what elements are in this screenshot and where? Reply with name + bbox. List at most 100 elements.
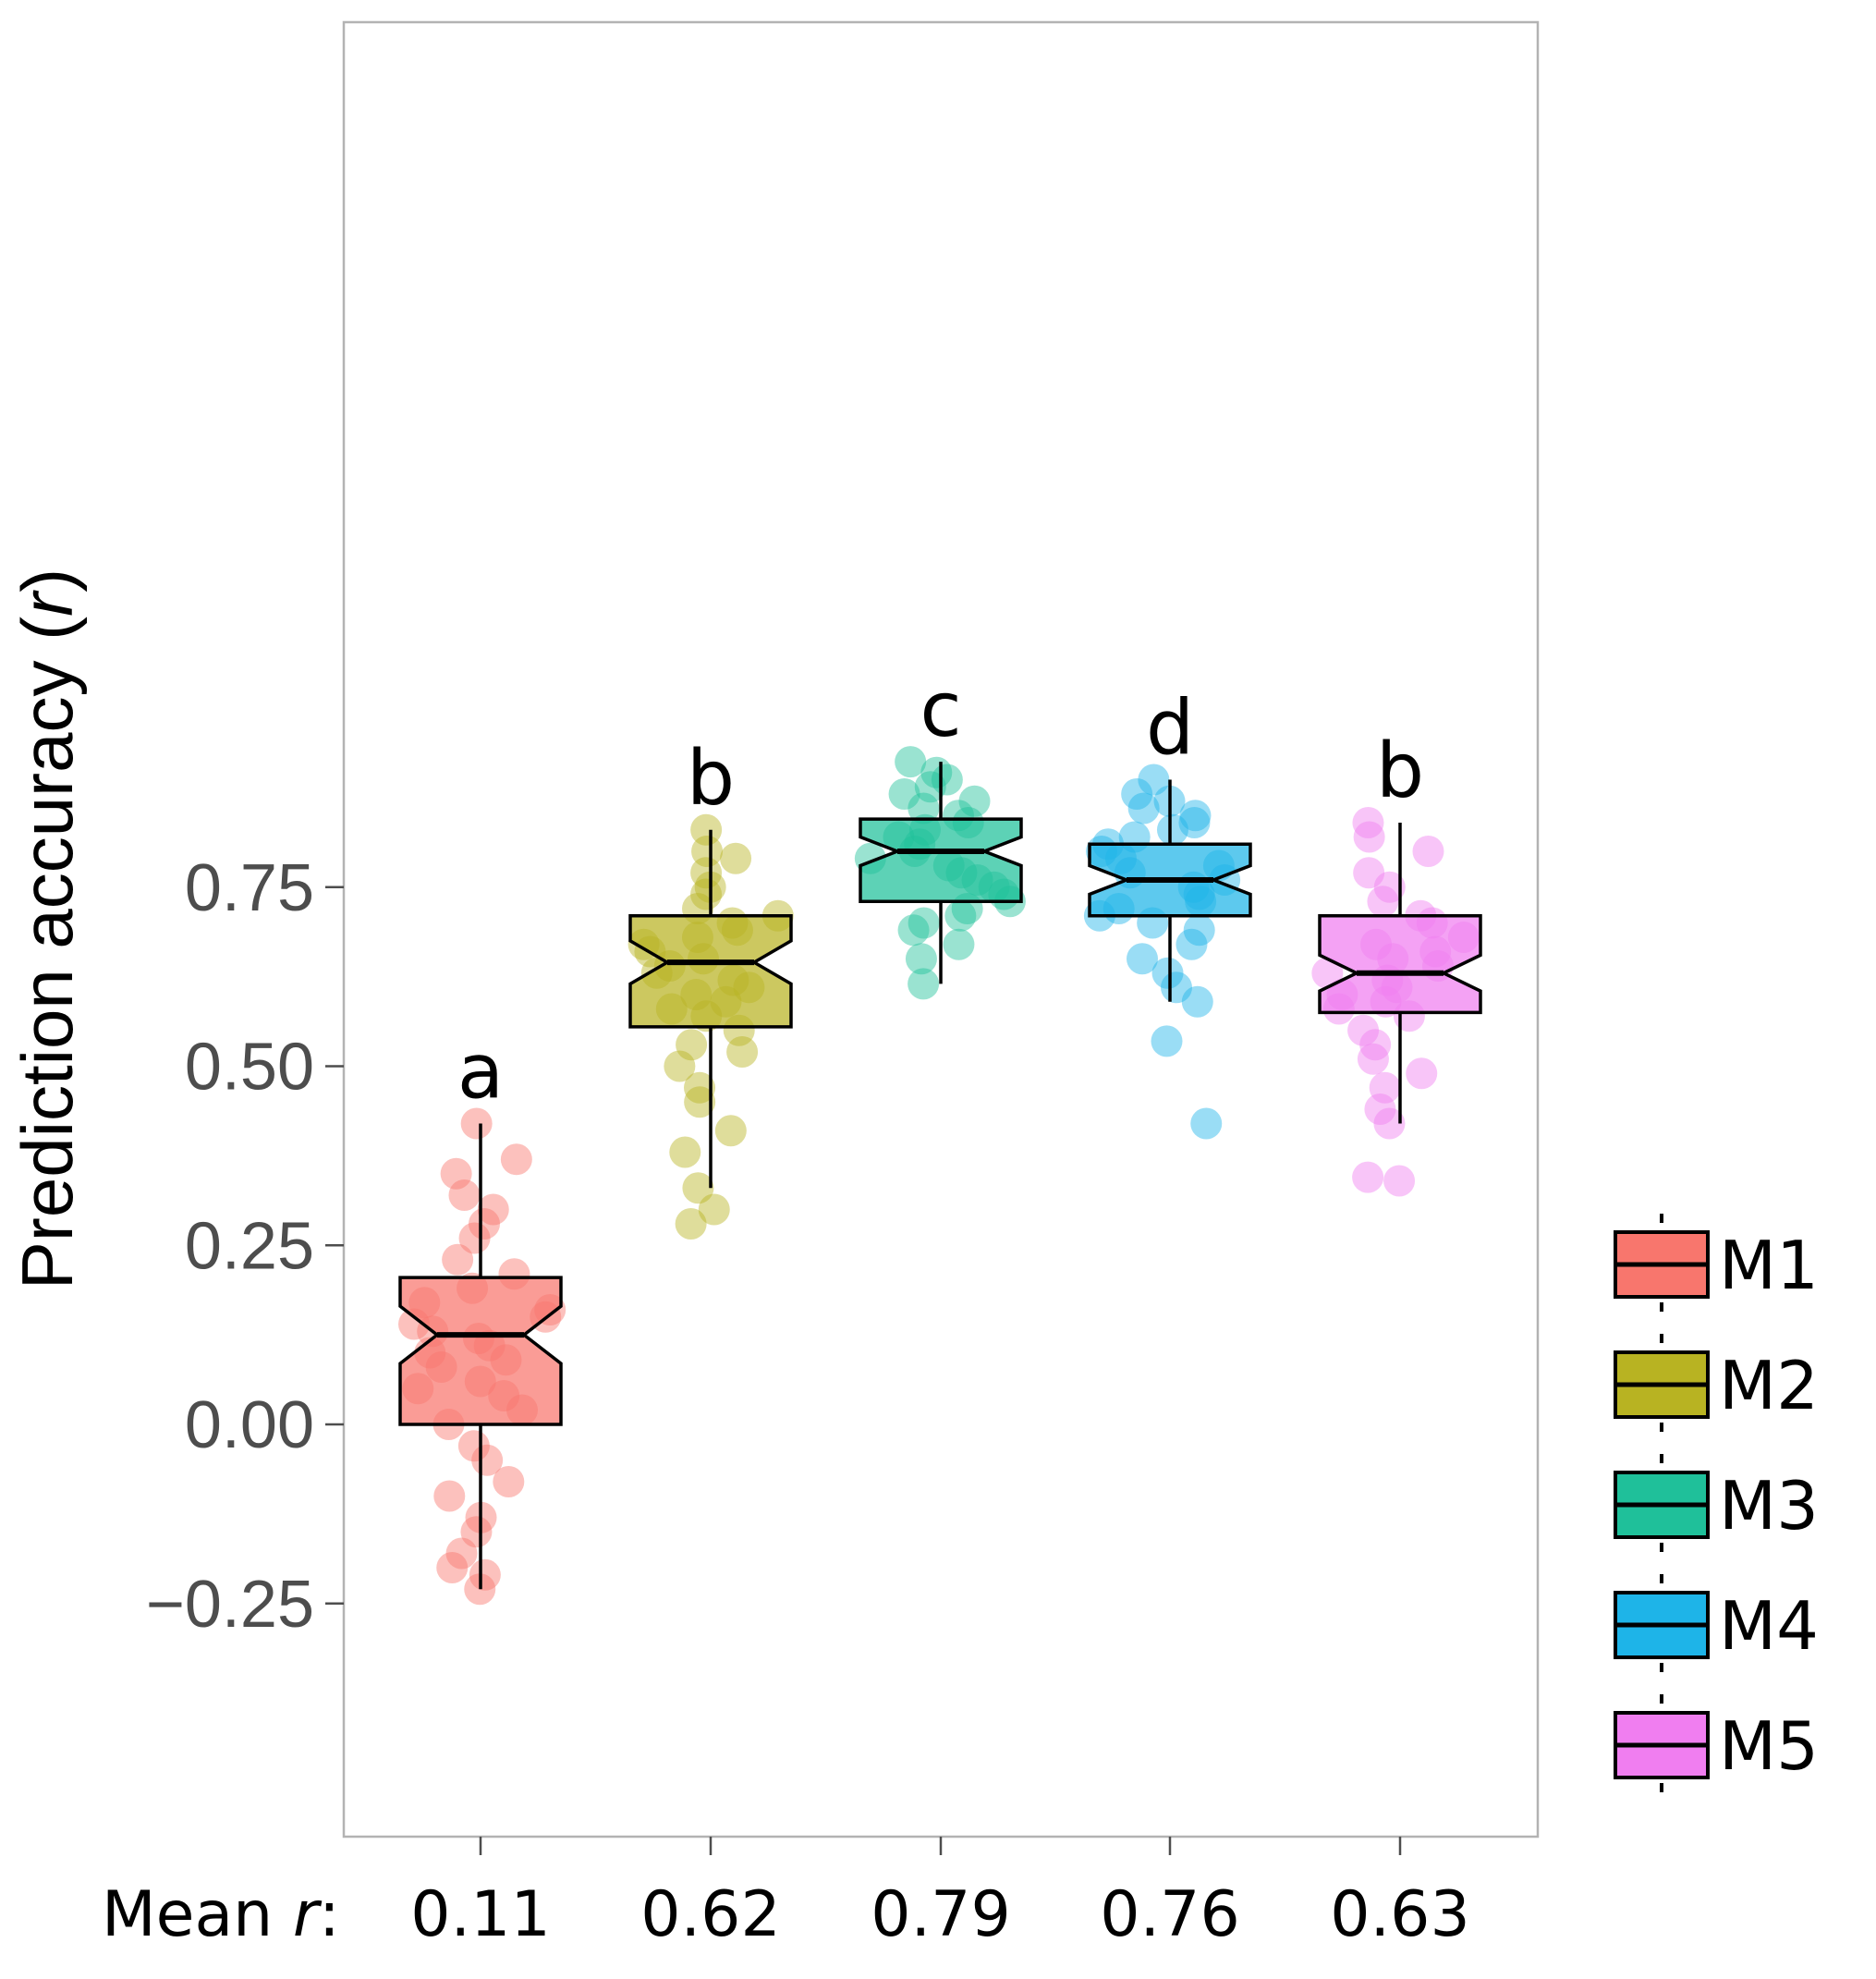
data-point-m3 (897, 914, 930, 947)
data-point-m2 (664, 1050, 696, 1082)
data-point-m2 (684, 1086, 716, 1118)
data-point-m5 (1406, 1057, 1438, 1090)
data-point-m2 (669, 1136, 701, 1168)
legend-label-m5: M5 (1719, 1707, 1819, 1785)
data-point-m5 (1352, 807, 1384, 838)
data-point-m4 (1127, 943, 1159, 975)
significance-letter-m1: a (457, 1029, 504, 1117)
significance-letter-m5: b (1376, 727, 1424, 815)
data-point-m2 (675, 1208, 707, 1240)
data-point-m1 (440, 1157, 472, 1190)
data-point-m2 (720, 842, 752, 874)
legend-label-m2: M2 (1719, 1347, 1819, 1424)
data-point-m1 (436, 1552, 469, 1583)
legend-label-m1: M1 (1719, 1227, 1819, 1304)
mean-r-value-m1: 0.11 (410, 1878, 550, 1951)
data-point-m1 (460, 1516, 493, 1548)
labels-layer: a 0.11 b 0.62 c 0.79 d 0.76 b 0.63 −0.25 0.00 0.25 0.… (146, 666, 1470, 1951)
data-point-m2 (690, 878, 723, 910)
data-point-m5 (1367, 886, 1399, 918)
data-point-m3 (895, 746, 927, 778)
y-axis-title: Prediction accuracy (r) (6, 568, 88, 1289)
significance-letter-m4: d (1146, 685, 1194, 773)
data-point-m1 (445, 1537, 478, 1570)
y-tick-label: −0.25 (146, 1568, 314, 1642)
data-point-m4 (1151, 957, 1184, 989)
data-point-m4 (1121, 778, 1153, 810)
data-point-m4 (1176, 928, 1208, 960)
data-point-m3 (943, 928, 975, 960)
box-m5 (1318, 914, 1482, 1015)
data-point-m3 (908, 968, 940, 1000)
data-point-m3 (920, 756, 953, 788)
mean-r-prefix: Mean r: (102, 1878, 340, 1951)
significance-letter-m2: b (687, 735, 735, 823)
data-point-m1 (448, 1179, 481, 1211)
legend-label-m3: M3 (1719, 1467, 1819, 1545)
data-point-m4 (1178, 807, 1211, 838)
data-point-m1 (433, 1480, 466, 1512)
data-point-m4 (1179, 800, 1212, 832)
data-point-m5 (1353, 821, 1385, 853)
y-tick-label: 0.50 (185, 1031, 314, 1105)
data-point-m1 (458, 1222, 491, 1254)
mean-r-value-m3: 0.79 (871, 1878, 1010, 1951)
data-point-m2 (690, 813, 723, 846)
data-point-m4 (1138, 764, 1170, 796)
data-point-m2 (690, 857, 723, 889)
data-point-m4 (1156, 813, 1188, 846)
data-point-m2 (714, 1115, 747, 1147)
data-point-m3 (908, 792, 940, 825)
data-point-m5 (1352, 1161, 1384, 1193)
data-point-m2 (726, 1036, 759, 1068)
data-point-m5 (1373, 1107, 1406, 1140)
data-point-m1 (460, 1107, 493, 1140)
data-point-m5 (1369, 1071, 1401, 1104)
box-m1 (398, 1276, 563, 1426)
significance-letter-m3: c (920, 666, 961, 754)
data-point-m5 (1364, 1093, 1396, 1125)
data-point-m2 (698, 1193, 730, 1226)
data-point-m1 (442, 1243, 474, 1276)
data-point-m3 (905, 943, 937, 975)
data-point-m1 (469, 1558, 501, 1591)
data-point-m1 (457, 1430, 490, 1462)
data-point-m1 (477, 1193, 509, 1226)
data-point-m2 (682, 1172, 714, 1204)
box-m3 (859, 817, 1023, 903)
data-point-m4 (1190, 1107, 1223, 1140)
y-tick-label: 0.75 (185, 851, 314, 925)
y-tick-label: 0.25 (185, 1209, 314, 1283)
mean-r-value-m2: 0.62 (640, 1878, 780, 1951)
data-point-m3 (888, 778, 920, 810)
data-point-m4 (1181, 985, 1213, 1018)
data-point-m3 (944, 899, 977, 932)
data-point-m1 (493, 1466, 525, 1497)
data-point-m4 (1183, 914, 1215, 947)
data-point-m5 (1353, 857, 1385, 889)
data-point-m4 (1151, 1025, 1183, 1057)
data-point-m2 (684, 1071, 716, 1104)
data-point-m4 (1127, 792, 1160, 825)
data-point-m3 (914, 771, 946, 803)
data-point-m5 (1373, 871, 1406, 903)
axes-layer (325, 886, 1402, 1855)
data-point-m5 (1347, 1014, 1380, 1046)
data-point-m5 (1412, 836, 1444, 867)
boxes-layer (398, 762, 1482, 1590)
data-point-m2 (676, 1029, 708, 1061)
data-point-m5 (1357, 1043, 1389, 1075)
data-point-m5 (1383, 1165, 1416, 1197)
mean-r-value-m4: 0.76 (1100, 1878, 1239, 1951)
mean-r-value-m5: 0.63 (1330, 1878, 1469, 1951)
data-point-m5 (1359, 1029, 1392, 1061)
legend-label-m4: M4 (1719, 1587, 1819, 1665)
box-m2 (628, 914, 793, 1029)
data-point-m1 (469, 1208, 501, 1240)
data-point-m1 (500, 1143, 532, 1176)
data-point-m2 (691, 836, 724, 867)
data-point-m5 (1311, 957, 1344, 989)
data-point-m3 (958, 785, 991, 817)
legend: M1 M2 M3 M4 M5 (1614, 1214, 1819, 1796)
